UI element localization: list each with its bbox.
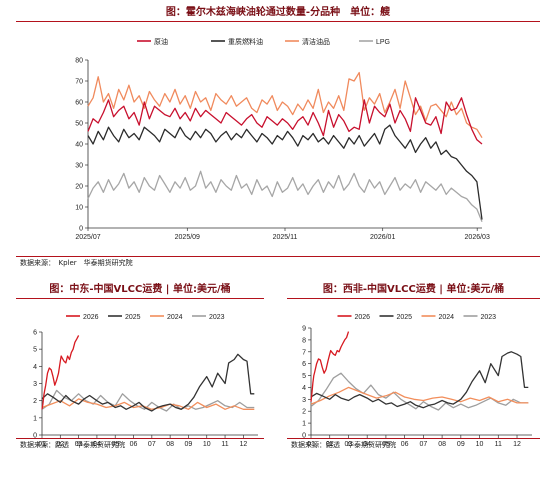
bl-x-tick-label: 09 [185, 441, 193, 448]
top-y-tick-label: 30 [75, 163, 83, 170]
bl-x-tick-label: 08 [166, 441, 174, 448]
br-series-line [310, 331, 350, 402]
top-chart-svg: 0 10 20 30 40 50 60 70 80 2025/07 2025/09 2025/11 20… [75, 37, 490, 241]
bl-x-tick-label: 05 [111, 441, 119, 448]
bl-chart-source: 数据来源：路透 华泰期货研究院 [20, 441, 125, 449]
top-y-tick-label: 0 [79, 226, 83, 233]
bl-x-tick-label: 06 [130, 441, 138, 448]
bl-legend-label: 2025 [125, 314, 141, 321]
top-series-line [87, 124, 483, 220]
bl-x-tick-label: 04 [93, 441, 101, 448]
top-chart-title: 图：霍尔木兹海峡油轮通过数量-分品种 单位：艘 [165, 7, 391, 18]
bl-series-line [41, 335, 80, 410]
br-series-line [310, 372, 529, 411]
bl-series-line [41, 353, 255, 412]
top-x-tick-label: 2026/03 [465, 234, 490, 241]
br-y-tick-label: 2 [302, 409, 306, 416]
br-y-tick-label: 5 [302, 373, 306, 380]
br-x-tick-label: 08 [438, 441, 446, 448]
bl-y-tick-label: 0 [33, 433, 37, 440]
br-y-tick-label: 8 [302, 337, 306, 344]
bl-legend-label: 2023 [209, 314, 225, 321]
bl-x-tick-label: 12 [239, 441, 247, 448]
top-y-tick-label: 20 [75, 184, 83, 191]
br-legend-label: 2025 [397, 314, 413, 321]
br-source-rule [287, 438, 540, 439]
br-x-tick-label: 04 [363, 441, 371, 448]
bl-y-tick-label: 1 [33, 415, 37, 422]
bl-title-rule [16, 298, 264, 299]
br-y-tick-label: 3 [302, 397, 306, 404]
bl-y-tick-label: 3 [33, 381, 37, 388]
top-series-line [87, 71, 483, 139]
br-y-tick-label: 7 [302, 349, 306, 356]
bl-x-tick-label: 07 [148, 441, 156, 448]
top-chart-panel: 图：霍尔木兹海峡油轮通过数量-分品种 单位：艘 0 10 20 30 40 50 60 70 8… [16, 6, 540, 268]
br-x-tick-label: 06 [401, 441, 409, 448]
bl-legend-label: 2024 [167, 314, 183, 321]
br-y-tick-label: 6 [302, 361, 306, 368]
br-y-tick-label: 4 [302, 385, 306, 392]
br-x-tick-label: 05 [382, 441, 390, 448]
br-x-tick-label: 10 [476, 441, 484, 448]
bl-chart-title: 图：中东-中国VLCC运费 | 单位:美元/桶 [49, 284, 231, 295]
top-y-tick-label: 40 [75, 142, 83, 149]
top-y-tick-label: 80 [75, 58, 83, 65]
top-y-tick-label: 10 [75, 205, 83, 212]
br-x-tick-label: 02 [326, 441, 334, 448]
top-source-rule [16, 256, 540, 257]
br-legend-label: 2026 [355, 314, 371, 321]
br-chart-title: 图：西非-中国VLCC运费 | 单位:美元/桶 [322, 284, 505, 295]
top-x-tick-label: 2026/01 [370, 234, 395, 241]
br-legend-label: 2023 [481, 314, 497, 321]
br-y-tick-label: 9 [302, 326, 306, 333]
bl-x-tick-label: 11 [221, 441, 228, 448]
br-legend-label: 2024 [439, 314, 455, 321]
top-series-line [87, 97, 483, 145]
top-chart-source: 数据来源： Kpler 华泰期货研究院 [20, 259, 133, 267]
bl-y-tick-label: 5 [33, 347, 37, 354]
top-y-tick-label: 70 [75, 79, 83, 86]
bl-y-tick-label: 2 [33, 398, 37, 405]
top-series-line [87, 170, 483, 222]
br-y-tick-label: 0 [302, 433, 306, 440]
br-title-rule [287, 298, 540, 299]
top-x-tick-label: 2025/11 [273, 234, 298, 241]
br-series-line [310, 386, 529, 405]
bottom-left-chart-panel: 图：中东-中国VLCC运费 | 单位:美元/桶 0 1 2 3 4 5 6 01 02 03 04 0… [16, 283, 264, 455]
top-legend-label: 重质燃料油 [228, 37, 263, 46]
bl-x-tick-label: 02 [56, 441, 64, 448]
br-series-line [310, 351, 529, 409]
br-x-tick-label: 09 [457, 441, 465, 448]
bl-x-tick-label: 10 [203, 441, 211, 448]
bl-x-tick-label: 01 [38, 441, 46, 448]
top-x-tick-label: 2025/09 [175, 234, 200, 241]
br-x-tick-label: 12 [513, 441, 521, 448]
top-title-rule [16, 21, 540, 22]
bl-y-tick-label: 6 [33, 330, 37, 337]
br-x-tick-label: 11 [495, 441, 502, 448]
top-legend-label: 清洁油品 [302, 37, 330, 46]
top-legend-label: LPG [376, 39, 390, 46]
bottom-right-chart-panel: 图：西非-中国VLCC运费 | 单位:美元/桶 0 1 2 3 4 5 6 7 8 9 01 02 03… [287, 283, 540, 455]
br-y-tick-label: 1 [302, 421, 306, 428]
top-legend-label: 原油 [154, 37, 168, 46]
top-y-tick-label: 60 [75, 100, 83, 107]
br-x-tick-label: 07 [419, 441, 427, 448]
br-x-tick-label: 03 [345, 441, 353, 448]
bl-x-tick-label: 03 [75, 441, 83, 448]
bl-legend-label: 2026 [83, 314, 99, 321]
bl-series-line [41, 398, 255, 410]
top-y-tick-label: 50 [75, 121, 83, 128]
br-x-tick-label: 01 [307, 441, 315, 448]
bl-y-tick-label: 4 [33, 364, 37, 371]
bl-source-rule [16, 438, 264, 439]
br-chart-source: 数据来源：路透 华泰期货研究院 [291, 441, 396, 449]
bl-series-line [41, 389, 255, 412]
top-x-tick-label: 2025/07 [75, 234, 100, 241]
